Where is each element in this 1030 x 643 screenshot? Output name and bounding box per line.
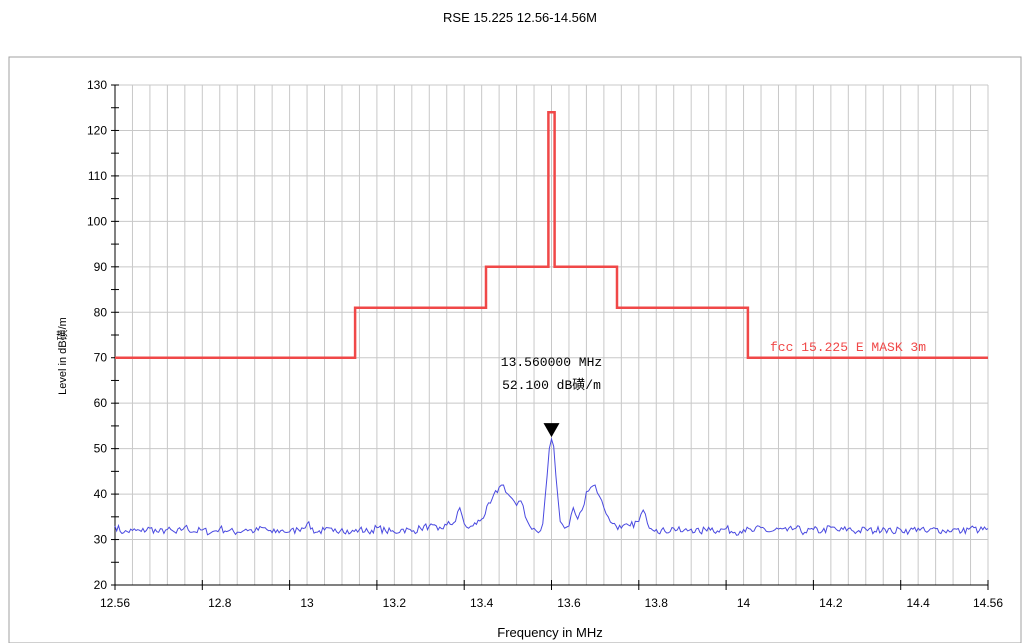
x-tick-label: 13.4	[470, 596, 494, 610]
x-tick-label: 13.6	[557, 596, 581, 610]
chart-frame	[8, 56, 1022, 643]
limit-series-line	[115, 111, 988, 359]
y-tick-label: 30	[94, 533, 108, 547]
marker-frequency-label: 13.560000 MHz	[501, 355, 602, 370]
peak-marker	[543, 423, 560, 438]
x-tick-label: 14.2	[819, 596, 843, 610]
x-axis-label: Frequency in MHz	[497, 625, 602, 640]
measurement-series-line	[114, 437, 989, 536]
y-tick-label: 90	[94, 260, 108, 274]
series-layer	[114, 111, 989, 536]
y-tick-label: 110	[88, 169, 107, 183]
x-tick-label: 12.8	[208, 596, 232, 610]
y-tick-label: 100	[87, 214, 107, 228]
limit-series-label: fcc 15.225 E MASK 3m	[770, 340, 926, 355]
marker-level-label: 52.100 dB磺/m	[502, 378, 601, 393]
y-tick-label: 60	[94, 396, 108, 410]
y-tick-label: 40	[94, 487, 108, 501]
x-tick-label: 13.2	[383, 596, 407, 610]
x-tick-label: 14.56	[973, 596, 1003, 610]
y-tick-label: 20	[94, 578, 108, 592]
y-tick-label: 120	[87, 123, 107, 137]
chart-title: RSE 15.225 12.56-14.56M	[443, 10, 597, 25]
y-tick-label: 130	[87, 78, 107, 92]
y-axis-ticks: 20 30 40 50 60 70 80 90 100 110 120 130	[87, 78, 119, 592]
x-tick-label: 12.56	[100, 596, 130, 610]
x-tick-label: 14	[737, 596, 751, 610]
x-tick-label: 13.8	[645, 596, 669, 610]
y-tick-label: 80	[94, 305, 108, 319]
y-tick-label: 70	[94, 351, 108, 365]
y-axis-label: Level in dB磺/m	[55, 317, 69, 395]
y-tick-label: 50	[94, 442, 108, 456]
x-tick-label: 13	[300, 596, 314, 610]
x-axis-ticks: 12.56 12.8 13 13.2 13.4 13.6 13.8 14 14.2 14.4 14.…	[100, 580, 1003, 610]
x-tick-label: 14.4	[906, 596, 930, 610]
